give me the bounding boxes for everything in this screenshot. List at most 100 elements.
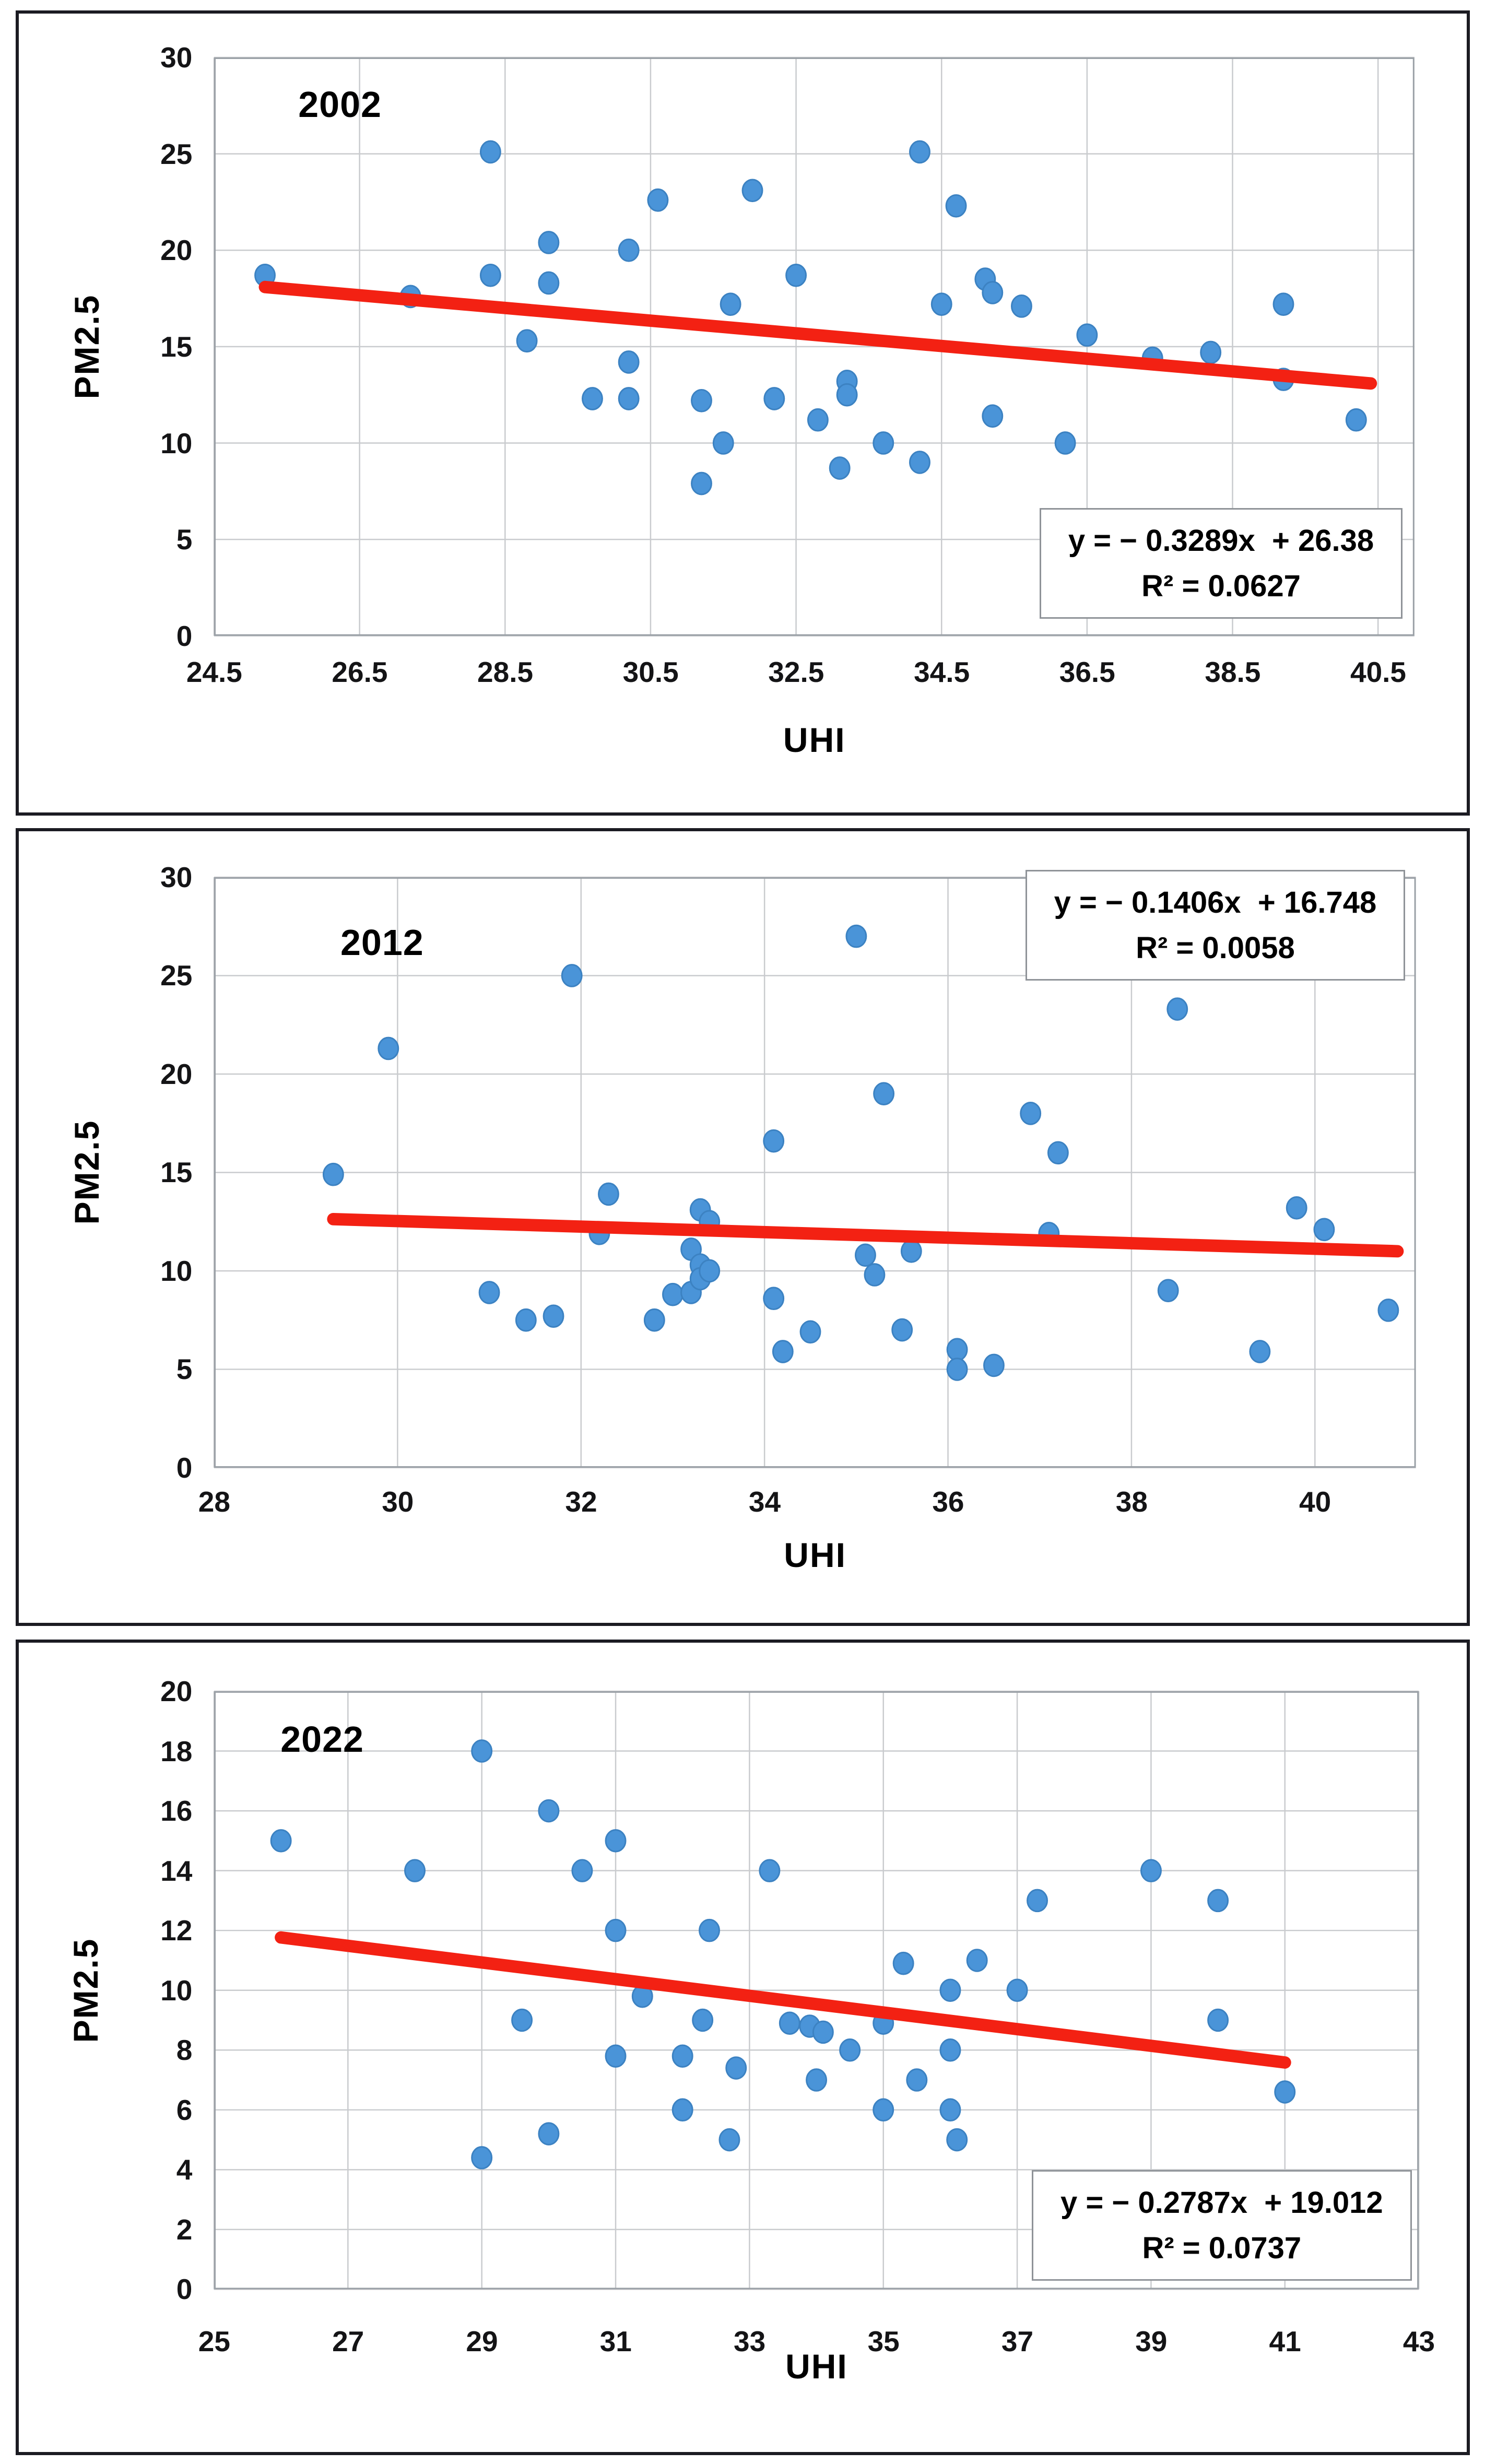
data-point (1272, 292, 1294, 316)
data-point (967, 1949, 988, 1972)
data-point (763, 1287, 785, 1310)
data-point (909, 140, 931, 164)
y-tick-label: 20 (160, 1057, 193, 1090)
data-point (1286, 1196, 1307, 1220)
data-point (605, 1918, 627, 1942)
x-tick-label: 38.5 (1205, 655, 1261, 688)
y-axis-ticks: 0 5 10 15 20 25 30 (19, 861, 214, 1484)
data-point (538, 271, 560, 295)
x-tick-label: 28 (198, 1486, 230, 1518)
data-point (1140, 1859, 1162, 1882)
data-point (947, 1358, 968, 1381)
data-point (323, 1162, 345, 1186)
trendline-equation: y = − 0.2787x + 19.012 (1060, 2186, 1383, 2220)
data-point (538, 1799, 560, 1823)
data-point (845, 924, 867, 948)
data-point (939, 2038, 961, 2062)
data-point (779, 2011, 801, 2035)
data-point (836, 383, 858, 407)
y-tick-label: 30 (160, 41, 193, 74)
x-tick-label: 36 (932, 1486, 964, 1518)
x-tick-label: 38 (1115, 1486, 1148, 1518)
data-point (1313, 1218, 1335, 1242)
y-tick-label: 15 (160, 1156, 193, 1189)
x-tick-label: 40.5 (1350, 655, 1407, 688)
data-point (1249, 1340, 1271, 1363)
y-tick-label: 10 (160, 1254, 193, 1287)
data-point (644, 1308, 666, 1332)
data-point (480, 140, 502, 164)
y-tick-label: 0 (176, 2273, 193, 2306)
equation-box: y = − 0.3289x + 26.38 R² = 0.0627 (1039, 508, 1403, 619)
y-tick-label: 10 (160, 1974, 193, 2007)
data-point (672, 2044, 694, 2068)
y-axis-ticks: 0 2 4 6 8 10 12 14 16 18 20 (19, 1675, 214, 2305)
y-tick-label: 6 (176, 2093, 193, 2126)
data-point (873, 431, 894, 455)
data-point (1006, 1978, 1028, 2002)
x-tick-label: 40 (1299, 1486, 1331, 1518)
data-points (270, 1739, 1296, 2170)
data-point (618, 387, 640, 410)
data-point (901, 1239, 923, 1263)
x-tick-label: 34.5 (914, 655, 970, 688)
x-tick-label: 32.5 (768, 655, 824, 688)
y-tick-label: 12 (160, 1914, 193, 1947)
data-point (1020, 1101, 1042, 1125)
scatter-plot (214, 1690, 1420, 2290)
data-point (763, 1129, 785, 1153)
data-point (1207, 2008, 1229, 2032)
data-point (618, 350, 640, 374)
plot-area: 2002 y = − 0.3289x + 26.38 R² = 0.0627 (214, 56, 1415, 637)
plot-area: 2022 y = − 0.2787x + 19.012 R² = 0.0737 (214, 1690, 1420, 2290)
y-tick-label: 14 (160, 1854, 193, 1887)
data-point (561, 964, 583, 987)
data-point (605, 1829, 627, 1853)
data-point (939, 2098, 961, 2122)
data-point (618, 239, 640, 262)
data-point (404, 1859, 426, 1882)
data-point (538, 231, 560, 254)
x-tick-label: 28.5 (477, 655, 534, 688)
x-tick-label: 31 (599, 2325, 632, 2357)
data-point (759, 1859, 781, 1882)
x-tick-label: 39 (1135, 2325, 1168, 2357)
chart-panel-2012: PM2.5 0 5 10 15 20 25 30 2012 y = − 0.1406x + … (16, 828, 1470, 1626)
data-point (806, 2068, 828, 2092)
data-point (785, 264, 807, 287)
data-point (799, 1320, 821, 1344)
equation-box: y = − 0.1406x + 16.748 R² = 0.0058 (1025, 870, 1406, 981)
data-point (906, 2068, 928, 2092)
chart-panel-2002: PM2.5 0 5 10 15 20 25 30 2002 y = − 0.3289x + … (16, 10, 1470, 816)
y-tick-label: 16 (160, 1795, 193, 1828)
data-point (672, 2098, 694, 2122)
data-point (1076, 323, 1098, 347)
data-point (807, 408, 829, 432)
trendline-equation: y = − 0.1406x + 16.748 (1054, 886, 1377, 920)
y-tick-label: 20 (160, 234, 193, 267)
y-tick-label: 25 (160, 137, 193, 170)
x-tick-label: 43 (1402, 2325, 1435, 2357)
data-point (605, 2044, 627, 2068)
data-point (1377, 1298, 1399, 1322)
data-point (699, 1259, 721, 1283)
y-tick-label: 5 (176, 523, 193, 556)
x-tick-label: 37 (1001, 2325, 1034, 2357)
data-point (946, 2128, 968, 2152)
data-point (516, 329, 538, 353)
y-axis-ticks: 0 5 10 15 20 25 30 (19, 41, 214, 652)
y-tick-label: 25 (160, 959, 193, 992)
data-point (598, 1182, 620, 1206)
trend-line (258, 280, 1377, 390)
data-point (873, 1082, 895, 1105)
data-point (1200, 340, 1222, 364)
data-point (982, 404, 1004, 428)
data-points (323, 924, 1399, 1381)
data-point (582, 387, 604, 410)
data-point (893, 1951, 914, 1975)
chart-panel-2022: PM2.5 0 2 4 6 8 10 12 14 16 18 20 2022 y = − 0.278… (16, 1640, 1470, 2455)
data-point (812, 2020, 834, 2044)
x-tick-label: 30 (382, 1486, 414, 1518)
y-tick-label: 18 (160, 1735, 193, 1767)
data-point (571, 1859, 593, 1882)
